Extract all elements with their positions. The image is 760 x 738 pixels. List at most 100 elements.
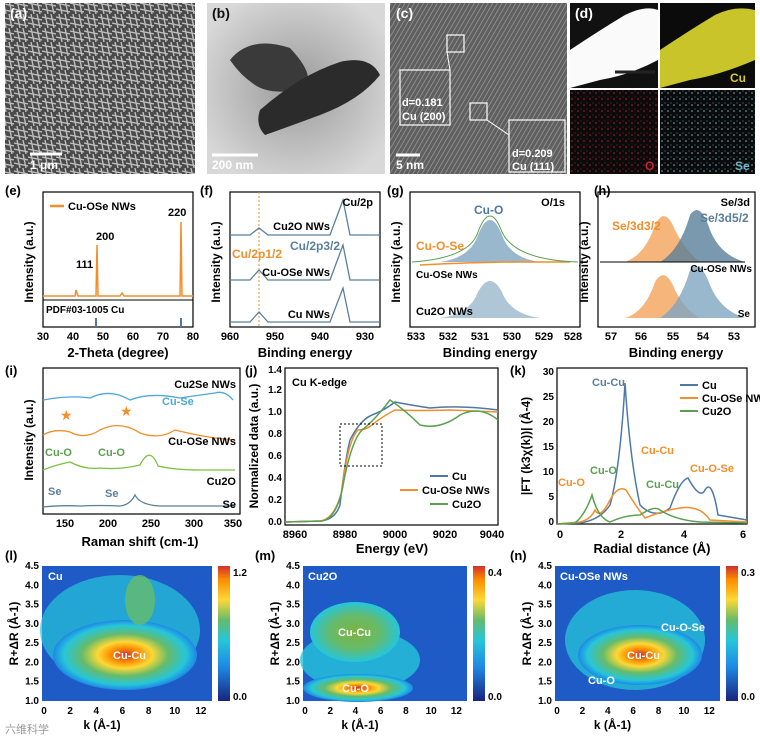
m-peak-cucu: Cu-Cu (338, 627, 371, 639)
l-cbmax: 1.2 (233, 568, 247, 579)
g-xtick: 528 (564, 331, 582, 343)
wt-xlabel: k (Å-1) (594, 717, 631, 732)
j-ylabel: Normalized data (a.u.) (247, 384, 261, 509)
i-ylabel: Intensity (a.u.) (22, 399, 36, 480)
h-xtick: 53 (728, 331, 740, 343)
watermark: 六维科学 (5, 722, 49, 736)
wt-ytick: 3.0 (538, 619, 552, 630)
h-label-se: Se (738, 309, 751, 320)
wt-ytick: 3.5 (25, 600, 39, 611)
panel-e-xrd: (e) Cu-OSe NWs 111 200 220 PDF#03-1005 C… (5, 183, 199, 360)
panel-a-scale: 1 μm (30, 158, 58, 172)
panel-f-xps-cu: (f) Cu/2p Cu2O NWs Cu-OSe NWs Cu NWs Cu/… (200, 183, 381, 360)
wt-ytick: 1.0 (286, 696, 300, 707)
panel-n-tag: (n) (510, 548, 527, 563)
f-peak-3half: Cu/2p3/2 (290, 239, 340, 253)
h-label-nws: Cu-OSe NWs (690, 264, 752, 275)
panel-l-wt: (l) Cu Cu-Cu 1.2 0.0 (5, 548, 247, 703)
wt-xtick: 4 (353, 706, 359, 717)
l-cbmin: 0.0 (233, 692, 247, 703)
wt-xtick: 10 (678, 706, 690, 717)
j-ytick: 0.6 (268, 451, 282, 462)
panel-b-tag: (b) (212, 5, 230, 21)
wt-ylabel: R+ΔR (Å-1) (519, 602, 534, 666)
j-legend-cuose: Cu-OSe NWs (422, 485, 490, 497)
wt-ytick: 2.0 (538, 657, 552, 668)
panel-i-raman: (i) Cu2Se NWs Cu-Se Cu-OSe NWs Cu-O Cu-O… (5, 363, 242, 549)
e-xtick: 40 (67, 331, 79, 343)
k-ytick: 20 (543, 417, 555, 428)
wt-ytick: 4.5 (538, 561, 552, 572)
panel-f-tag: (f) (200, 183, 213, 198)
n-cbmax: 0.3 (741, 568, 755, 579)
m-sample: Cu2O (308, 571, 338, 583)
h-title: Se/3d (721, 197, 750, 209)
k-xtick: 4 (681, 529, 688, 541)
f-ylabel: Intensity (a.u.) (209, 221, 223, 302)
inset1-hkl: Cu (200) (402, 111, 446, 123)
inset2-d: d=0.209 (512, 148, 553, 160)
k-xlabel: Radial distance (Å) (593, 541, 710, 556)
e-peak-111: 111 (76, 259, 93, 271)
j-xlabel: Energy (eV) (356, 541, 428, 556)
k-ytick: 30 (543, 367, 555, 378)
panel-c-scale: 5 nm (396, 158, 424, 172)
i-label-cu2o: Cu2O (207, 476, 237, 488)
n-sample: Cu-OSe NWs (560, 571, 628, 583)
panel-a-sem: (a) 1 μm (5, 3, 195, 174)
k-label-cucu-1: Cu-Cu (592, 377, 625, 389)
h-xtick: 55 (667, 331, 679, 343)
wt-xtick: 4 (605, 706, 611, 717)
star-icon: ★ (120, 403, 133, 419)
j-xtick: 9040 (480, 529, 504, 541)
e-xtick: 60 (127, 331, 139, 343)
g-xtick: 531 (471, 331, 489, 343)
wt-xtick: 2 (327, 706, 333, 717)
j-ytick: 1.2 (268, 385, 282, 396)
wt-ytick: 2.5 (286, 638, 300, 649)
wt-ytick: 2.5 (25, 638, 39, 649)
wt-axes: 0 2 4 6 8 10 12 1.0 1.5 2.0 2.5 3.0 3.5 4.0 4.5 k (Å-1)… (6, 561, 715, 732)
wt-xtick: 12 (195, 706, 207, 717)
panel-h-xps-se: (h) Se/3d Se/3d3/2 Se/3d5/2 Cu-OSe NWs S… (577, 183, 756, 360)
i-label-cuose: Cu-OSe NWs (168, 436, 236, 448)
n-cbmin: 0.0 (741, 692, 755, 703)
g-label-nws: Cu-OSe NWs (416, 270, 478, 281)
f-xtick: 960 (221, 331, 239, 343)
wt-ytick: 1.0 (538, 696, 552, 707)
j-xtick: 9000 (383, 529, 407, 541)
k-label-cuose: Cu-O-Se (690, 463, 734, 475)
e-ref: PDF#03-1005 Cu (46, 305, 124, 316)
i-xlabel: Raman shift (cm-1) (81, 534, 198, 549)
e-xtick: 50 (97, 331, 109, 343)
e-xlabel: 2-Theta (degree) (67, 345, 168, 360)
h-label-3d52: Se/3d5/2 (700, 211, 749, 225)
g-xtick: 530 (503, 331, 521, 343)
f-label-cu2o: Cu2O NWs (273, 221, 330, 233)
j-legend-cu2o: Cu2O (452, 499, 482, 511)
wt-xlabel: k (Å-1) (83, 717, 120, 732)
e-ylabel: Intensity (a.u.) (22, 221, 36, 302)
i-label-cuo-2: Cu-O (98, 447, 125, 459)
i-xtick: 300 (185, 518, 203, 530)
wt-xtick: 6 (630, 706, 636, 717)
f-label-cu: Cu NWs (288, 309, 330, 321)
wt-xtick: 2 (67, 706, 73, 717)
m-peak-cuo: Cu-O (342, 683, 369, 695)
k-label-cuo-2: Cu-O (590, 465, 617, 477)
f-label-cuose: Cu-OSe NWs (262, 267, 330, 279)
k-xtick: 2 (618, 529, 624, 541)
wt-xtick: 4 (94, 706, 100, 717)
wt-xtick: 8 (146, 706, 152, 717)
n-peak-cuose: Cu-O-Se (661, 622, 705, 634)
wt-ytick: 4.0 (286, 580, 300, 591)
i-xtick: 150 (56, 518, 74, 530)
e-xtick: 80 (187, 331, 199, 343)
wt-xtick: 6 (120, 706, 126, 717)
j-ytick: 0.8 (268, 429, 282, 440)
inset1-d: d=0.181 (402, 97, 443, 109)
panel-c-tag: (c) (396, 5, 413, 21)
panel-j-tag: (j) (245, 363, 257, 378)
map-se: Se (735, 159, 750, 173)
wt-xtick: 10 (169, 706, 181, 717)
